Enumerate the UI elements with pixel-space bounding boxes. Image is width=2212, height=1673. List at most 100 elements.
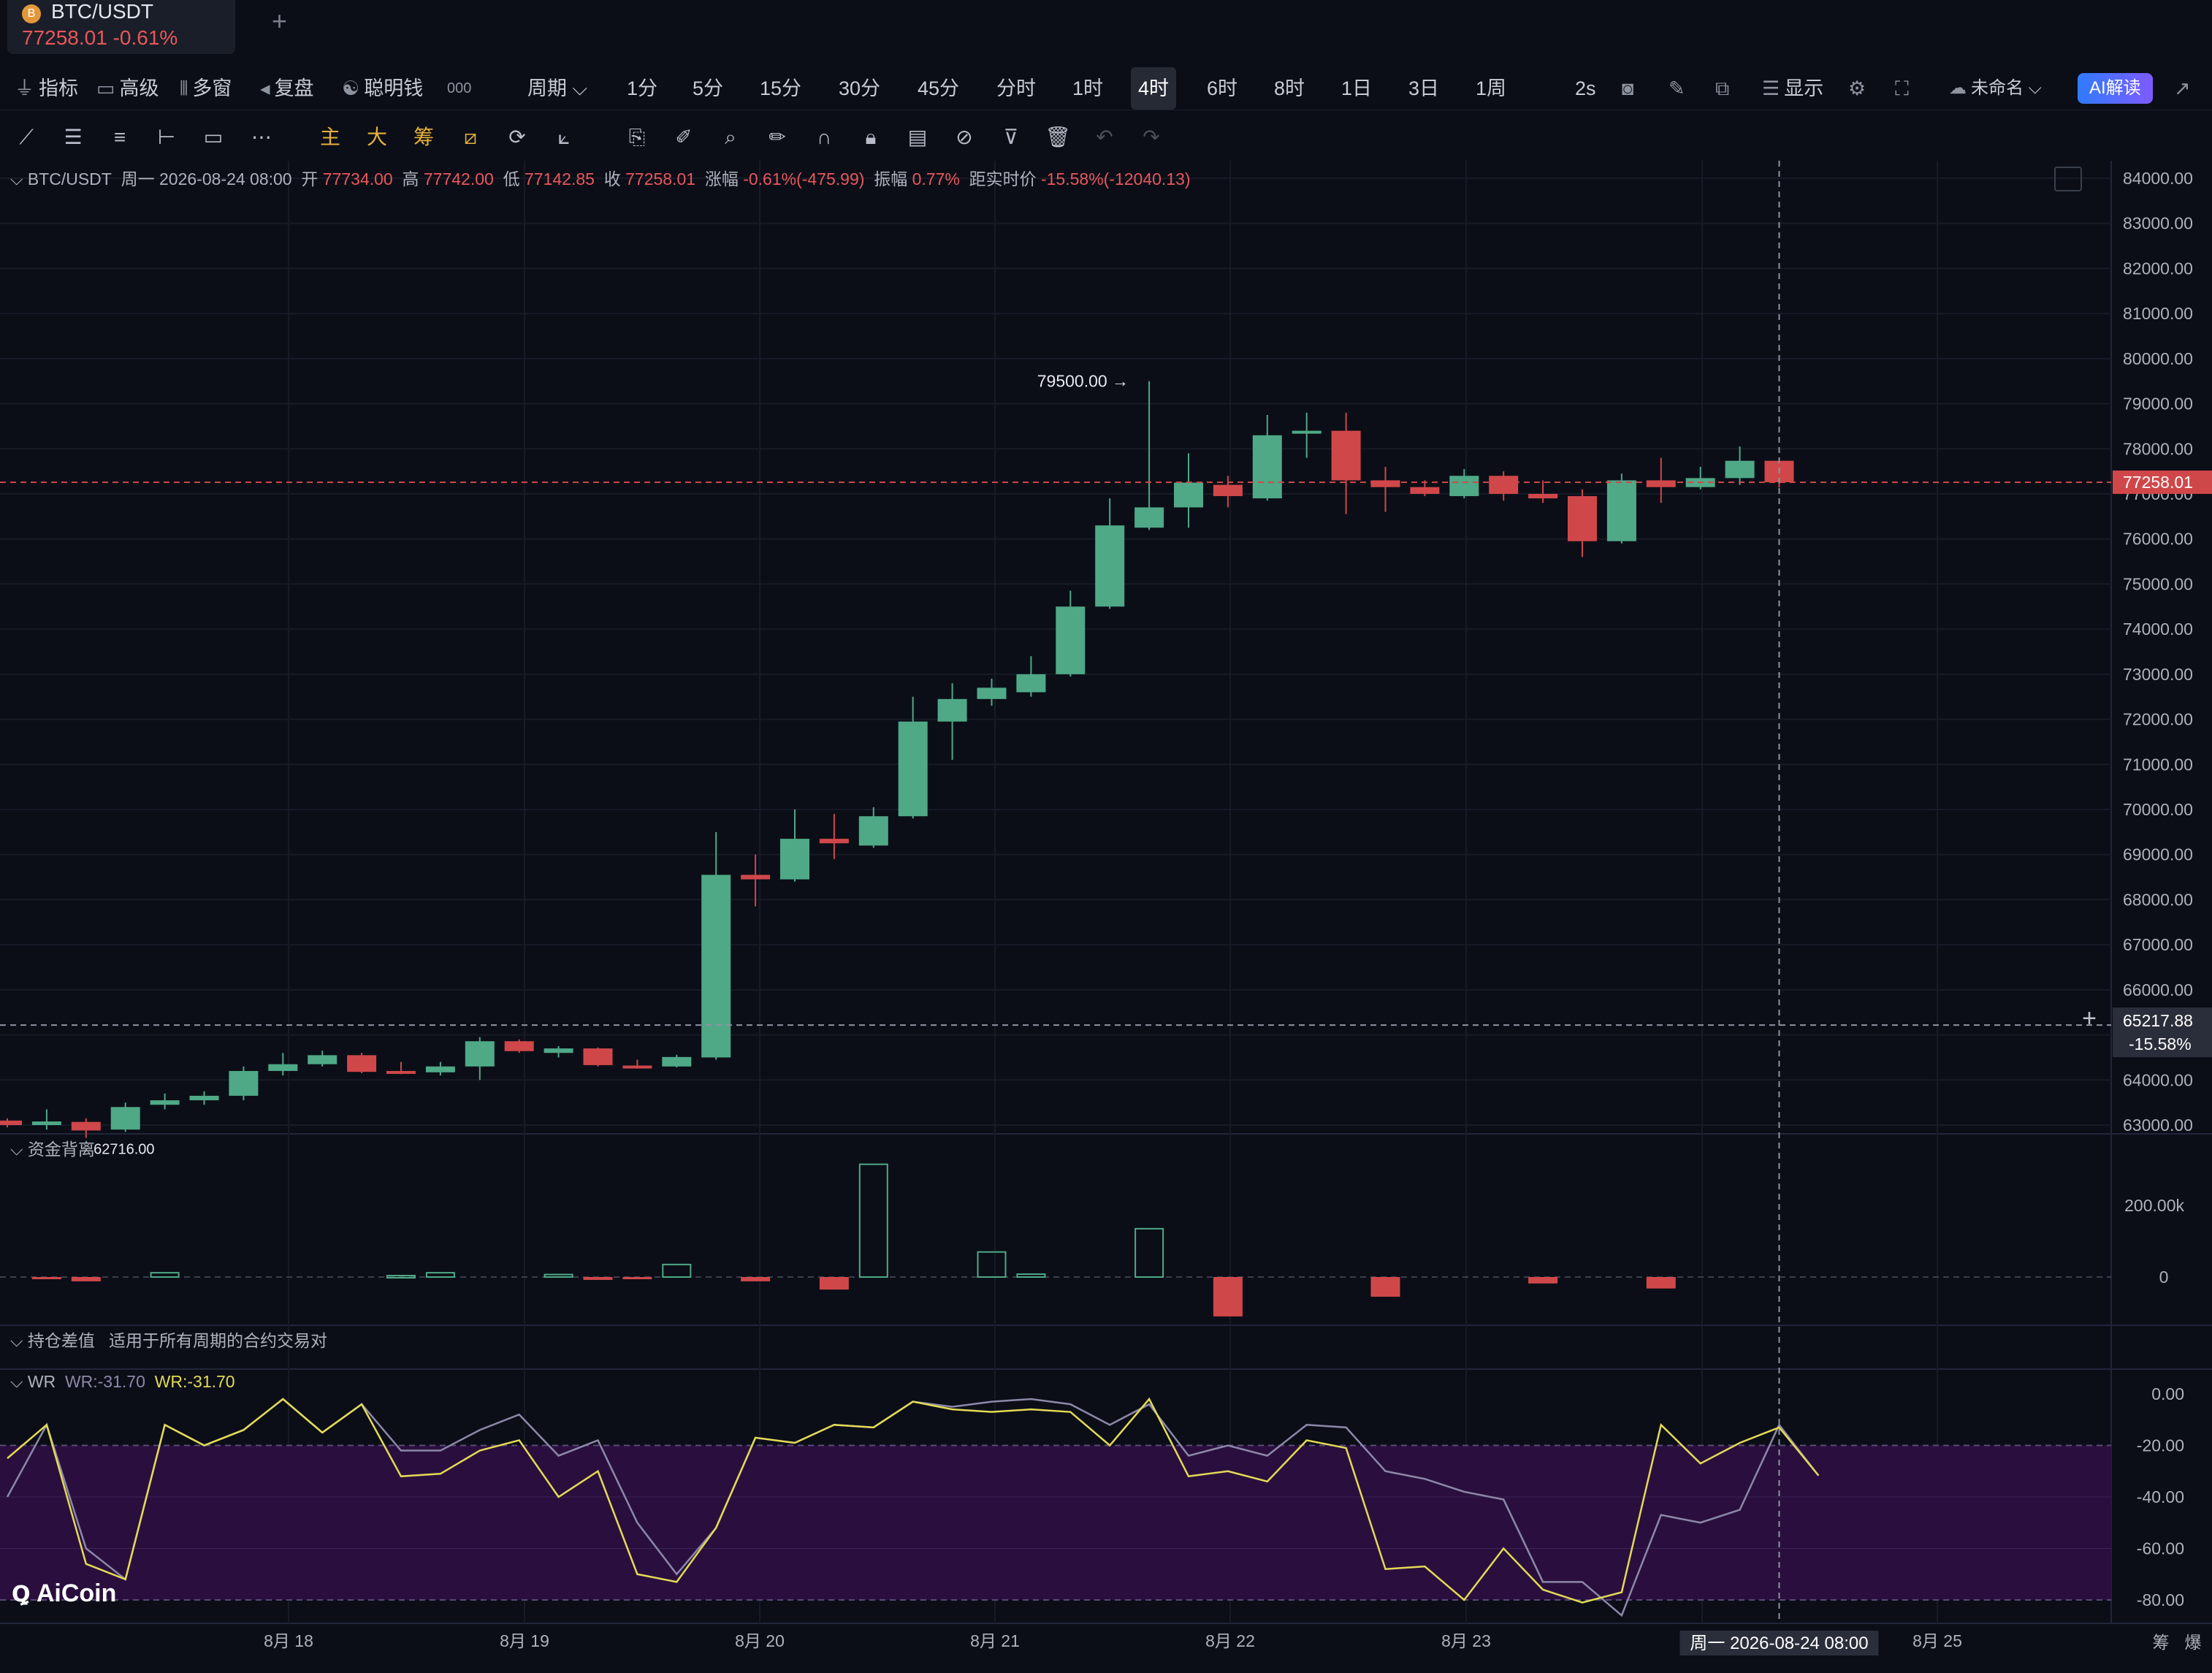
fund-bar	[741, 1277, 771, 1281]
period-timeline[interactable]: 分时	[996, 77, 1036, 99]
filter-icon[interactable]: ⊽	[1003, 126, 1019, 148]
more-tools-icon[interactable]: ⋯	[251, 126, 272, 148]
wr-zone	[0, 1445, 2111, 1600]
pen-icon[interactable]: ✎	[1668, 77, 1685, 99]
share-window-icon[interactable]: ⧉	[1715, 77, 1730, 99]
horizontal-line-icon[interactable]: ⊢	[157, 126, 176, 148]
period-4h[interactable]: 4时	[1131, 67, 1177, 110]
display-button[interactable]: ☰ 显示	[1762, 67, 1823, 110]
copy-icon[interactable]: ⎘	[628, 126, 646, 148]
oi-panel-title: ⌵ 持仓差值 适用于所有周期的合约交易对	[10, 1327, 327, 1352]
period-dropdown[interactable]: 周期 ⌵	[527, 77, 587, 99]
settings-icon[interactable]: ⚙	[1848, 77, 1866, 99]
btc-coin-icon: B	[22, 4, 41, 23]
close-value: 77258.01	[625, 169, 696, 188]
price-tick: 72000.00	[2123, 710, 2193, 729]
layout-name-dropdown[interactable]: ☁ 未命名 ⌵	[1949, 78, 2042, 98]
period-1w[interactable]: 1周	[1476, 77, 1507, 99]
replay-button[interactable]: ◂ 复盘	[260, 67, 314, 110]
chips-tool[interactable]: 筹	[413, 126, 434, 148]
period-5m[interactable]: 5分	[693, 77, 724, 99]
price-tick: 63000.00	[2123, 1116, 2193, 1135]
fib-icon[interactable]: ≡	[113, 126, 126, 148]
collapse-icon[interactable]: ⌵	[10, 1331, 28, 1350]
sync-icon[interactable]: ⟳	[508, 126, 526, 148]
fund-bar	[622, 1277, 652, 1279]
link-icon[interactable]: ⊘	[956, 126, 973, 148]
candle	[0, 1120, 22, 1125]
fullscreen-icon[interactable]: ⛶	[1895, 77, 1909, 99]
multi-window-button[interactable]: ⫴ 多窗	[180, 67, 232, 110]
fund-bar	[31, 1277, 61, 1279]
magnet-icon[interactable]: ∩	[816, 126, 832, 148]
period-3d[interactable]: 3日	[1408, 77, 1440, 99]
period-45m[interactable]: 45分	[918, 77, 960, 99]
low-value: 77142.85	[525, 169, 595, 188]
candle	[150, 1100, 180, 1105]
candle	[1016, 674, 1046, 693]
candle	[1489, 476, 1519, 494]
drawing-toolbar: ⟋ ☰ ≡ ⊢ ▭ ⋯ 主 大 筹 ⧄ ⟳ ⟀ ⎘ ✐ ⌕ ✏ ∩ 🔒︎ ▤ ⊘…	[0, 117, 1242, 158]
refresh-interval[interactable]: 2s	[1575, 77, 1596, 99]
measure-icon[interactable]: ⟀	[557, 126, 571, 148]
redo-icon[interactable]: ↷	[1143, 126, 1160, 148]
smart-money-icon: ☯	[342, 77, 360, 99]
ruler-icon[interactable]: ✐	[675, 126, 693, 148]
brush-icon[interactable]: ✏	[769, 126, 786, 148]
candle	[858, 816, 888, 846]
candle	[583, 1048, 613, 1065]
amplitude-label: 振幅	[874, 169, 908, 188]
crosshair-add-icon[interactable]: +	[2082, 1005, 2097, 1032]
price-tick: 71000.00	[2123, 755, 2193, 774]
collapse-icon[interactable]: ⌵	[10, 1372, 28, 1391]
undo-icon[interactable]: ↶	[1096, 126, 1113, 148]
large-tool[interactable]: 大	[366, 126, 387, 148]
signal-icon[interactable]: ⧄	[464, 126, 477, 148]
fund-tick: 200.00k	[2124, 1196, 2184, 1215]
lock-icon[interactable]: 🔒︎	[865, 126, 877, 148]
trend-icon[interactable]: ↗	[2174, 77, 2191, 99]
period-8h[interactable]: 8时	[1274, 77, 1305, 99]
edit-icon[interactable]: ▤	[907, 126, 928, 148]
period-30m[interactable]: 30分	[839, 77, 881, 99]
period-1d[interactable]: 1日	[1341, 77, 1373, 99]
fund-bar	[544, 1273, 573, 1278]
indicator-button[interactable]: ⏚ 指标	[15, 67, 78, 110]
smart-money-button[interactable]: ☯ 聪明钱	[342, 67, 423, 110]
cursor-price-text: 65217.88	[2123, 1011, 2193, 1030]
line-tool-icon[interactable]: ⟋	[19, 126, 34, 148]
candle	[504, 1041, 534, 1051]
tab-btc-usdt[interactable]: B BTC/USDT 77258.01 -0.61%	[7, 0, 235, 54]
ai-interpret-button[interactable]: AI解读	[2078, 73, 2153, 104]
open-label: 开	[301, 169, 319, 188]
advanced-button[interactable]: ▭ 高级	[96, 67, 159, 110]
expand-panel-icon[interactable]	[2054, 167, 2082, 191]
tab-price: 77258.01 -0.61%	[22, 26, 178, 49]
add-tab-icon[interactable]: +	[272, 6, 288, 36]
top-toolbar: ⏚ 指标 ▭ 高级 ⫴ 多窗 ◂ 复盘 ☯ 聪明钱 000 周期 ⌵ 1分 5分 15分 …	[0, 67, 2212, 110]
last-price-tag-text: 77258.01	[2123, 473, 2193, 492]
chart-type-selector[interactable]: 000	[447, 80, 472, 96]
parallel-line-icon[interactable]: ☰	[64, 126, 83, 148]
period-1h[interactable]: 1时	[1072, 77, 1104, 99]
candle	[937, 698, 967, 722]
wr-tick: 0.00	[2151, 1384, 2184, 1403]
camera-icon[interactable]: ◙	[1622, 77, 1634, 99]
candle	[544, 1048, 573, 1053]
price-chart[interactable]: 79500.00 → 62716.00 84000.00 83000.00 82000…	[0, 161, 2212, 1673]
zoom-icon[interactable]: ⌕	[725, 126, 736, 148]
collapse-icon[interactable]: ⌵	[10, 169, 28, 188]
ohlc-info-bar: ⌵ BTC/USDT 周一 2026-08-24 08:00 开 77734.0…	[10, 165, 1191, 190]
collapse-icon[interactable]: ⌵	[10, 1140, 28, 1159]
rectangle-icon[interactable]: ▭	[203, 126, 224, 148]
period-1m[interactable]: 1分	[627, 77, 658, 99]
advanced-icon: ▭	[96, 77, 115, 99]
period-6h[interactable]: 6时	[1207, 77, 1238, 99]
fund-bar	[1646, 1277, 1676, 1289]
period-15m[interactable]: 15分	[760, 77, 802, 99]
wr-value-sub: WR:-31.70	[64, 1372, 145, 1391]
smart-money-label: 聪明钱	[364, 77, 424, 99]
trash-icon[interactable]: 🗑︎	[1045, 126, 1071, 148]
main-tool[interactable]: 主	[319, 126, 340, 148]
candle	[71, 1121, 101, 1131]
